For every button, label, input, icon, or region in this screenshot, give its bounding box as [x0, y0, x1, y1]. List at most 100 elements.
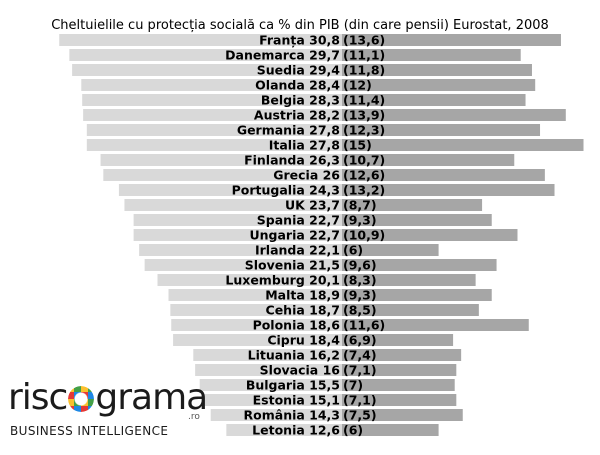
bar-social-1 — [69, 49, 342, 61]
bar-pension-0 — [342, 34, 561, 46]
bar-pension-15 — [342, 259, 497, 271]
row-label-country-value-7: Italia 27,8 — [269, 138, 340, 153]
bar-pension-5 — [342, 109, 566, 121]
bar-social-14 — [139, 244, 342, 256]
bar-social-11 — [124, 199, 343, 211]
logo-subtitle: BUSINESS INTELLIGENCE — [10, 424, 169, 438]
row-label-country-value-26: Letonia 12,6 — [252, 423, 340, 438]
row-label-country-value-16: Luxemburg 20,1 — [225, 273, 340, 288]
row-label-country-value-25: România 14,3 — [244, 408, 340, 423]
row-label-pension-4: (11,4) — [343, 93, 385, 108]
row-label-pension-22: (7,1) — [343, 363, 377, 378]
row-label-country-value-22: Slovacia 16 — [260, 363, 341, 378]
bar-social-3 — [81, 79, 343, 91]
row-label-country-value-19: Polonia 18,6 — [253, 318, 341, 333]
row-label-pension-12: (9,3) — [343, 213, 377, 228]
row-label-country-value-0: Franța 30,8 — [259, 33, 340, 48]
bar-social-5 — [83, 109, 343, 121]
bar-social-18 — [170, 304, 342, 316]
row-label-pension-16: (8,3) — [343, 273, 377, 288]
row-label-country-value-9: Grecia 26 — [273, 168, 340, 183]
bar-pension-25 — [342, 409, 463, 421]
row-label-country-value-1: Danemarca 29,7 — [225, 48, 340, 63]
row-label-country-value-15: Slovenia 21,5 — [245, 258, 340, 273]
chart-title: Cheltuielile cu protecția socială ca % d… — [51, 18, 549, 33]
row-label-pension-13: (10,9) — [343, 228, 385, 243]
row-label-pension-20: (6,9) — [343, 333, 377, 348]
bar-social-9 — [103, 169, 342, 181]
bar-pension-3 — [342, 79, 536, 91]
bar-social-6 — [86, 124, 343, 136]
row-label-pension-24: (7,1) — [343, 393, 377, 408]
logo-ring-icon — [68, 386, 95, 412]
row-label-country-value-10: Portugalia 24,3 — [232, 183, 340, 198]
row-label-pension-23: (7) — [343, 378, 363, 393]
row-label-pension-25: (7,5) — [343, 408, 377, 423]
pension-bars-group — [342, 34, 584, 436]
bar-social-12 — [133, 214, 342, 226]
row-label-pension-1: (11,1) — [343, 48, 385, 63]
logo-word-right: grama — [95, 377, 208, 418]
bar-pension-2 — [342, 64, 532, 76]
row-label-country-value-12: Spania 22,7 — [257, 213, 340, 228]
bar-social-15 — [144, 259, 342, 271]
bar-social-4 — [82, 94, 343, 106]
row-label-pension-10: (13,2) — [343, 183, 385, 198]
bar-social-10 — [118, 184, 343, 196]
row-label-country-value-13: Ungaria 22,7 — [249, 228, 340, 243]
bar-social-13 — [133, 229, 342, 241]
bar-pension-12 — [342, 214, 492, 226]
bar-pension-20 — [342, 334, 454, 346]
row-label-pension-9: (12,6) — [343, 168, 385, 183]
bar-social-22 — [195, 364, 342, 376]
row-label-country-value-17: Malta 18,9 — [265, 288, 340, 303]
row-label-country-value-21: Lituania 16,2 — [248, 348, 340, 363]
bar-pension-10 — [342, 184, 555, 196]
bar-social-26 — [226, 424, 342, 436]
bar-social-7 — [86, 139, 343, 151]
bar-pension-4 — [342, 94, 526, 106]
bar-social-16 — [157, 274, 342, 286]
bar-social-0 — [59, 34, 342, 46]
bar-pension-19 — [342, 319, 529, 331]
row-label-pension-19: (11,6) — [343, 318, 385, 333]
bar-pension-22 — [342, 364, 457, 376]
bar-pension-11 — [342, 199, 483, 211]
logo-wordmark: risc grama — [8, 377, 208, 418]
row-label-pension-11: (8,7) — [343, 198, 377, 213]
bar-pension-16 — [342, 274, 476, 286]
row-label-pension-14: (6) — [343, 243, 363, 258]
row-label-pension-26: (6) — [343, 423, 363, 438]
row-label-pension-5: (13,9) — [343, 108, 385, 123]
row-label-pension-18: (8,5) — [343, 303, 377, 318]
bar-social-23 — [199, 379, 342, 391]
row-label-country-value-20: Cipru 18,4 — [267, 333, 340, 348]
row-label-pension-17: (9,3) — [343, 288, 377, 303]
bar-social-25 — [210, 409, 342, 421]
bar-pension-18 — [342, 304, 479, 316]
bar-pension-7 — [342, 139, 584, 151]
bar-pension-26 — [342, 424, 439, 436]
logo-word-left: risc — [8, 377, 68, 418]
logo-suffix: .ro — [188, 412, 200, 422]
row-label-country-value-2: Suedia 29,4 — [257, 63, 341, 78]
row-label-pension-21: (7,4) — [343, 348, 377, 363]
row-label-country-value-23: Bulgaria 15,5 — [246, 378, 340, 393]
bar-social-19 — [171, 319, 342, 331]
bar-pension-24 — [342, 394, 457, 406]
row-label-country-value-11: UK 23,7 — [285, 198, 340, 213]
bar-pension-23 — [342, 379, 455, 391]
bar-social-21 — [193, 349, 342, 361]
bar-social-17 — [168, 289, 342, 301]
riscograma-logo: risc grama .ro BUSINESS INTELLIGENCE — [8, 378, 208, 440]
row-label-pension-2: (11,8) — [343, 63, 385, 78]
row-label-country-value-24: Estonia 15,1 — [253, 393, 340, 408]
row-label-country-value-5: Austria 28,2 — [254, 108, 340, 123]
row-labels-group: Franța 30,8 (13,6)Danemarca 29,7 (11,1)Sue… — [225, 33, 385, 438]
row-label-pension-8: (10,7) — [343, 153, 385, 168]
bar-pension-9 — [342, 169, 545, 181]
row-label-country-value-6: Germania 27,8 — [237, 123, 340, 138]
bar-pension-13 — [342, 229, 518, 241]
